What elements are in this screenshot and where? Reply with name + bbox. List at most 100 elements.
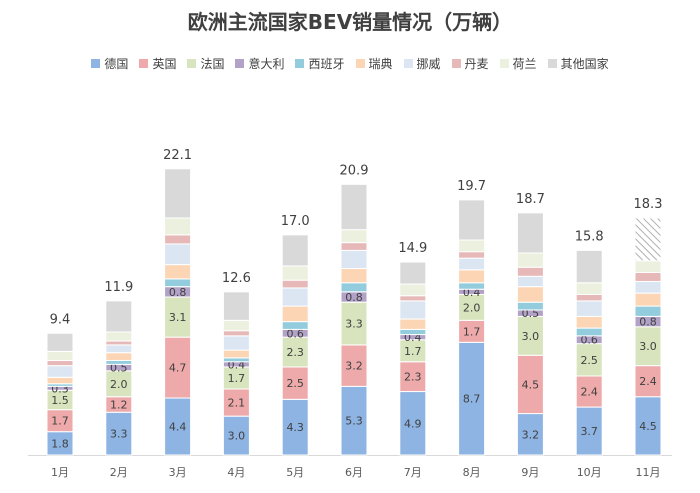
data-label: 1.2 — [110, 398, 128, 411]
total-label: 18.7 — [516, 192, 545, 207]
bar-segment — [516, 212, 544, 254]
bar-segment — [516, 301, 544, 311]
data-label: 3.1 — [169, 311, 187, 324]
bar-segment — [164, 168, 192, 219]
bar-segment — [575, 249, 603, 284]
legend: 德国 英国 法国 意大利 西班牙 瑞典 挪威 丹麦 荷兰 其他国家 — [0, 55, 700, 72]
data-label: 1.7 — [463, 325, 481, 338]
bar-segment — [164, 234, 192, 245]
total-label: 22.1 — [163, 148, 192, 163]
bar-segment — [281, 336, 309, 368]
bar-segment — [634, 280, 662, 294]
bar-segment — [281, 265, 309, 281]
bar-segment — [575, 343, 603, 377]
bar-segment — [458, 282, 486, 290]
total-label: 11.9 — [104, 280, 133, 295]
data-label: 8.7 — [463, 393, 481, 406]
total-label: 9.4 — [50, 312, 71, 327]
data-label: 1.7 — [51, 415, 69, 428]
bar-segment — [634, 260, 662, 273]
x-tick-label: 8月 — [463, 466, 481, 479]
total-label: 20.9 — [340, 163, 369, 178]
legend-swatch — [499, 59, 509, 68]
data-label: 2.0 — [463, 301, 481, 314]
total-label: 18.3 — [634, 197, 663, 212]
x-tick-label: 10月 — [577, 466, 602, 479]
legend-label: 西班牙 — [308, 57, 345, 71]
data-label: 3.0 — [522, 330, 540, 343]
data-label: 1.7 — [404, 345, 422, 358]
bar-segment — [399, 391, 427, 456]
data-label: 3.2 — [522, 428, 540, 441]
legend-label: 意大利 — [248, 57, 285, 71]
legend-item[interactable]: 挪威 — [403, 55, 441, 72]
bar-segment — [399, 295, 427, 302]
legend-swatch — [295, 59, 305, 68]
data-label: 4.5 — [639, 420, 657, 433]
bar-segment — [46, 332, 74, 352]
legend-item[interactable]: 意大利 — [235, 55, 284, 72]
data-label: 3.3 — [110, 428, 128, 441]
bar-segment — [516, 266, 544, 277]
data-label: 4.4 — [169, 421, 187, 434]
bar-segment — [516, 413, 544, 456]
data-label: 2.1 — [228, 397, 246, 410]
bar-segment — [458, 257, 486, 271]
x-tick-label: 11月 — [636, 466, 661, 479]
bar-segment — [399, 261, 427, 285]
legend-label: 丹麦 — [464, 57, 489, 71]
bar-segment — [399, 328, 427, 336]
bar-segment — [575, 406, 603, 456]
legend-item[interactable]: 法国 — [187, 55, 224, 72]
bar-segment — [458, 251, 486, 259]
bar-segment — [516, 275, 544, 288]
legend-item[interactable]: 其他国家 — [547, 55, 609, 72]
bar-segment — [458, 199, 486, 241]
total-label: 14.9 — [398, 241, 427, 256]
bar-segment — [281, 398, 309, 456]
total-label: 12.6 — [222, 271, 251, 286]
legend-item[interactable]: 丹麦 — [451, 55, 489, 72]
bar-segment — [222, 330, 250, 337]
total-label: 19.7 — [457, 179, 486, 194]
bar-segment — [164, 264, 192, 280]
data-label: 3.3 — [345, 318, 363, 331]
bar-segment — [634, 271, 662, 282]
bar-segment — [105, 370, 133, 398]
legend-item[interactable]: 英国 — [139, 55, 176, 72]
bar-segment — [222, 291, 250, 321]
bar-segment — [281, 305, 309, 323]
x-tick-label: 5月 — [286, 466, 304, 479]
legend-swatch — [235, 59, 245, 68]
bar-segment — [105, 344, 133, 354]
bar-segment — [399, 283, 427, 297]
legend-item[interactable]: 德国 — [91, 55, 128, 72]
bar-segment — [634, 292, 662, 307]
data-label: 3.0 — [639, 340, 657, 353]
bar-segment — [634, 326, 662, 367]
data-label: 0.8 — [639, 316, 657, 329]
bar-segment — [634, 217, 662, 262]
bar-segment — [458, 269, 486, 284]
data-label: 2.4 — [580, 386, 598, 399]
data-label: 1.5 — [51, 394, 69, 407]
x-tick-label: 3月 — [169, 466, 187, 479]
legend-swatch — [187, 59, 197, 68]
data-label: 2.3 — [286, 346, 304, 359]
data-label: 2.0 — [110, 378, 128, 391]
legend-label: 法国 — [200, 57, 225, 71]
bar-segment — [281, 234, 309, 267]
legend-item[interactable]: 瑞典 — [355, 55, 393, 72]
bar-segment — [164, 217, 192, 236]
x-tick-label: 1月 — [51, 466, 69, 479]
bar-segment — [281, 279, 309, 289]
bar-segment — [164, 296, 192, 338]
legend-label: 德国 — [104, 57, 129, 71]
total-label: 17.0 — [281, 214, 310, 229]
legend-item[interactable]: 荷兰 — [499, 55, 537, 72]
total-label: 15.8 — [575, 229, 604, 244]
legend-item[interactable]: 西班牙 — [295, 55, 345, 72]
data-label: 2.3 — [404, 371, 422, 384]
bar-segment — [340, 183, 368, 231]
